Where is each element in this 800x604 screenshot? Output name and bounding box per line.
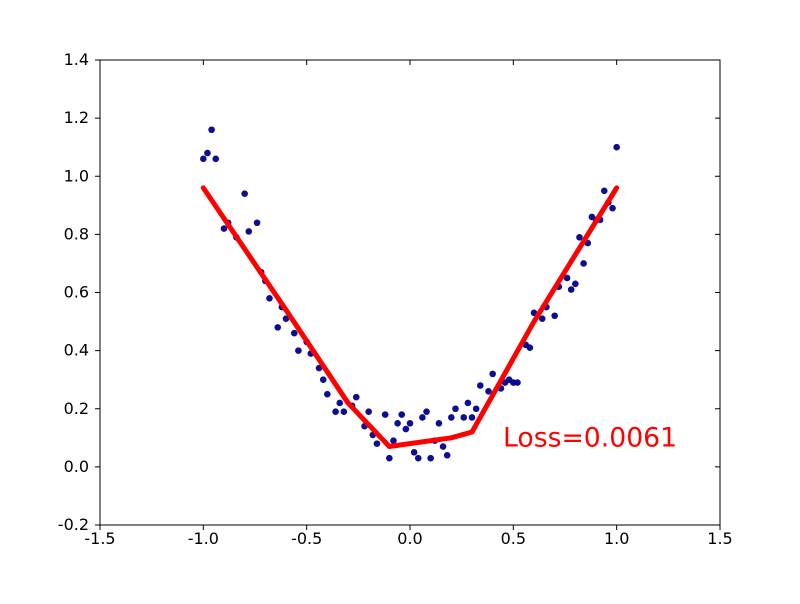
scatter-point [473, 405, 480, 412]
x-tick-label: 1.0 [604, 529, 629, 548]
x-tick-label: 0.0 [397, 529, 422, 548]
y-tick-label: 1.4 [64, 50, 89, 69]
scatter-point [274, 324, 281, 331]
scatter-point [324, 391, 331, 398]
x-tick-label: -1.0 [188, 529, 219, 548]
scatter-point [382, 411, 389, 418]
y-tick-label: 0.8 [64, 224, 89, 243]
scatter-point [580, 260, 587, 267]
scatter-point [572, 280, 579, 287]
y-tick-label: 1.2 [64, 108, 89, 127]
scatter-point [246, 228, 253, 235]
y-tick-label: 1.0 [64, 166, 89, 185]
scatter-point [423, 408, 430, 415]
scatter-point [460, 414, 467, 421]
scatter-point [601, 187, 608, 194]
y-tick-label: 0.4 [64, 341, 89, 360]
scatter-point [427, 455, 434, 462]
scatter-point [291, 330, 298, 337]
scatter-point [341, 408, 348, 415]
scatter-point [436, 420, 443, 427]
scatter-point [332, 408, 339, 415]
scatter-point [551, 312, 558, 319]
scatter-point [266, 295, 273, 302]
scatter-point [568, 286, 575, 293]
scatter-point [514, 379, 521, 386]
x-tick-label: -1.5 [84, 529, 115, 548]
scatter-point [398, 411, 405, 418]
chart-svg: -1.5 -1.0 -0.5 0.0 0.5 1.0 1.5 -0.2 0.0 0.2 0.4 0.6… [0, 0, 800, 600]
scatter-point [200, 156, 207, 163]
scatter-point [295, 347, 302, 354]
scatter-point [448, 414, 455, 421]
scatter-point [212, 156, 219, 163]
scatter-point [407, 420, 414, 427]
scatter-point [477, 382, 484, 389]
scatter-point [452, 405, 459, 412]
scatter-point [613, 144, 620, 151]
y-tick-label: 0.6 [64, 283, 89, 302]
scatter-point [419, 414, 426, 421]
figure-bg [0, 0, 800, 600]
scatter-point [390, 437, 397, 444]
scatter-point [365, 408, 372, 415]
scatter-point [465, 400, 472, 407]
scatter-point [411, 449, 418, 456]
x-tick-label: 0.5 [501, 529, 526, 548]
loss-annotation: Loss=0.0061 [503, 423, 677, 454]
x-tick-label: -0.5 [291, 529, 322, 548]
scatter-point [386, 455, 393, 462]
scatter-point [204, 150, 211, 157]
scatter-point [444, 452, 451, 459]
figure: -1.5 -1.0 -0.5 0.0 0.5 1.0 1.5 -0.2 0.0 0.2 0.4 0.6… [0, 0, 800, 600]
scatter-point [609, 205, 616, 212]
scatter-point [489, 371, 496, 378]
scatter-point [403, 426, 410, 433]
scatter-point [208, 126, 215, 133]
scatter-point [353, 394, 360, 401]
y-tick-label: 0.2 [64, 399, 89, 418]
scatter-point [320, 376, 327, 383]
scatter-point [336, 400, 343, 407]
scatter-point [527, 344, 534, 351]
scatter-point [394, 420, 401, 427]
scatter-point [241, 190, 248, 197]
scatter-point [415, 455, 422, 462]
scatter-point [374, 440, 381, 447]
scatter-point [254, 219, 261, 226]
scatter-point [440, 443, 447, 450]
x-tick-label: 1.5 [707, 529, 732, 548]
y-tick-label: -0.2 [58, 515, 89, 534]
scatter-point [469, 414, 476, 421]
y-tick-label: 0.0 [64, 457, 89, 476]
